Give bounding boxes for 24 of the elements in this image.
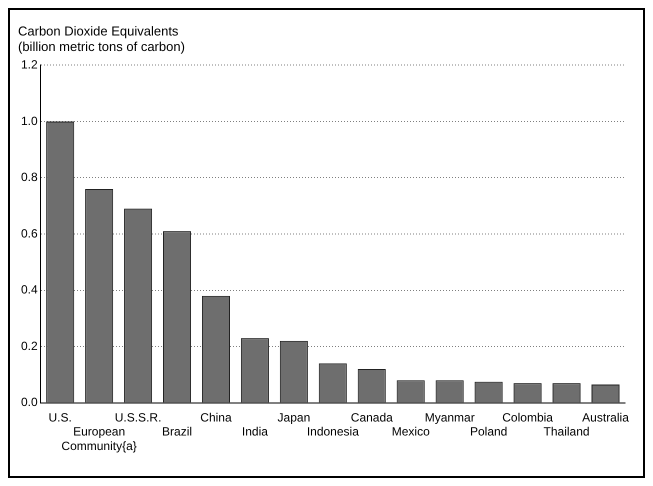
y-tick-label: 0.0: [20, 395, 38, 410]
x-tick-label: U.S.S.R.: [114, 410, 162, 424]
x-tick-label: Colombia: [502, 410, 554, 424]
x-tick-label: India: [242, 424, 268, 439]
y-tick-label: 0.8: [20, 170, 38, 184]
y-tick-label: 1.0: [20, 114, 38, 128]
x-tick-label: Indonesia: [306, 424, 360, 439]
chart-title: Carbon Dioxide Equivalents: [18, 23, 179, 38]
x-tick-label: Japan: [278, 410, 310, 424]
y-tick-label: 0.4: [20, 282, 38, 297]
x-tick-label: Australia: [582, 410, 630, 424]
x-tick-label: European Community{a}: [61, 424, 137, 454]
x-tick-label: Canada: [350, 410, 394, 424]
y-tick-label: 0.2: [20, 338, 38, 353]
x-tick-label: China: [200, 410, 232, 424]
x-tick-label: Mexico: [392, 424, 430, 439]
x-tick-label: Poland: [470, 424, 508, 439]
x-tick-label: Brazil: [162, 424, 192, 439]
x-tick-label: Myanmar: [424, 410, 475, 424]
x-tick-label: Thailand: [544, 424, 590, 439]
chart-subtitle: (billion metric tons of carbon): [18, 38, 185, 54]
y-tick-label: 1.2: [20, 58, 38, 72]
x-tick-label: U.S.: [48, 410, 72, 424]
y-tick-label: 0.6: [20, 226, 38, 240]
